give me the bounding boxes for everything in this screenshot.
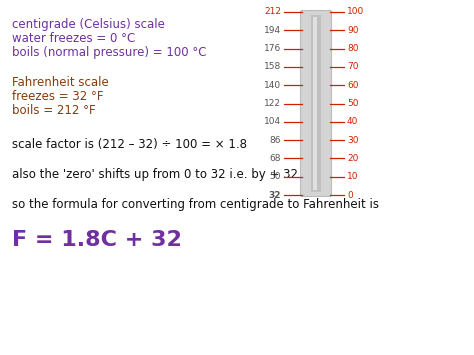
Text: water freezes = 0 °C: water freezes = 0 °C [12, 32, 135, 45]
Text: 194: 194 [264, 26, 281, 35]
Bar [313, 17, 317, 190]
Text: 30: 30 [347, 136, 358, 144]
Text: 20: 20 [347, 154, 358, 163]
Text: 50: 50 [347, 99, 358, 108]
Text: 68: 68 [270, 154, 281, 163]
Text: 90: 90 [347, 26, 358, 35]
FancyBboxPatch shape [301, 11, 331, 197]
Bar [311, 15, 321, 192]
Text: 140: 140 [264, 81, 281, 90]
Text: 176: 176 [264, 44, 281, 53]
Text: freezes = 32 °F: freezes = 32 °F [12, 90, 103, 103]
Text: scale factor is (212 – 32) ÷ 100 = × 1.8: scale factor is (212 – 32) ÷ 100 = × 1.8 [12, 138, 247, 151]
Text: 10: 10 [347, 172, 358, 181]
Text: F = 1.8C + 32: F = 1.8C + 32 [12, 230, 182, 250]
Text: boils (normal pressure) = 100 °C: boils (normal pressure) = 100 °C [12, 46, 207, 59]
Text: 40: 40 [347, 117, 358, 126]
Text: centigrade (Celsius) scale: centigrade (Celsius) scale [12, 18, 165, 31]
Text: Fahrenheit scale: Fahrenheit scale [12, 76, 109, 89]
Text: 50: 50 [270, 172, 281, 181]
Text: 158: 158 [264, 62, 281, 71]
Text: 100: 100 [347, 7, 364, 16]
Text: 80: 80 [347, 44, 358, 53]
Text: 86: 86 [270, 136, 281, 144]
Text: also the 'zero' shifts up from 0 to 32 i.e. by + 32: also the 'zero' shifts up from 0 to 32 i… [12, 168, 298, 181]
Text: 70: 70 [347, 62, 358, 71]
Text: 122: 122 [264, 99, 281, 108]
Text: 0: 0 [347, 191, 353, 200]
Text: 60: 60 [347, 81, 358, 90]
Text: 104: 104 [264, 117, 281, 126]
Text: 212: 212 [264, 7, 281, 16]
Text: 32: 32 [268, 191, 281, 200]
Text: boils = 212 °F: boils = 212 °F [12, 104, 96, 117]
Text: so the formula for converting from centigrade to Fahrenheit is: so the formula for converting from centi… [12, 198, 379, 211]
